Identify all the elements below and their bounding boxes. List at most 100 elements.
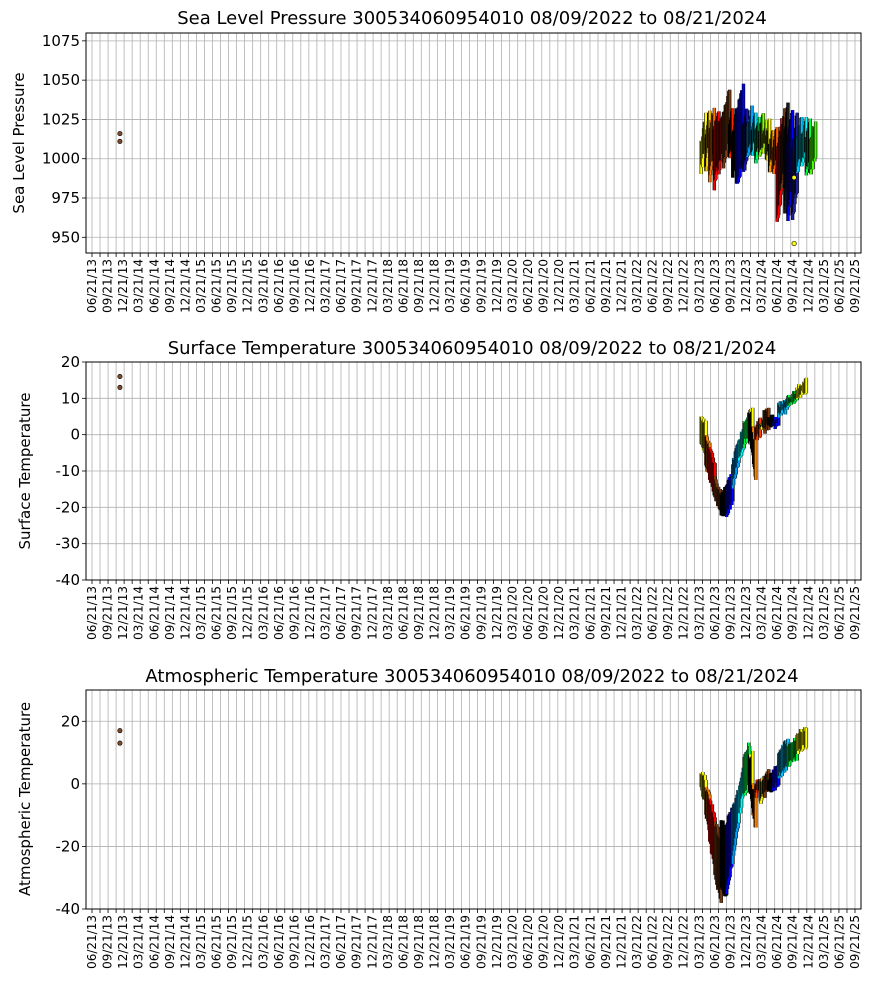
data-series: [750, 426, 758, 480]
data-point: [791, 241, 797, 247]
x-tick-label: 06/21/19: [459, 915, 473, 969]
x-tick-label: 09/21/21: [599, 259, 613, 313]
x-tick-label: 06/21/17: [334, 915, 348, 969]
y-tick-label: 0: [70, 775, 80, 793]
x-tick-label: 03/21/24: [755, 586, 769, 640]
x-tick-label: 03/21/20: [505, 259, 519, 313]
y-tick-label: 20: [61, 712, 80, 730]
x-tick-label: 03/21/20: [505, 586, 519, 640]
x-tick-label: 06/21/23: [708, 259, 722, 313]
x-tick-label: 03/21/21: [568, 915, 582, 969]
x-tick-label: 03/21/19: [443, 259, 457, 313]
x-tick-label: 09/21/25: [848, 259, 862, 313]
x-tick-label: 12/21/16: [303, 259, 317, 313]
y-tick-label: 950: [51, 228, 80, 246]
x-tick-label: 12/21/23: [739, 259, 753, 313]
x-tick-label: 09/21/20: [537, 915, 551, 969]
data-series: [724, 471, 735, 517]
x-tick-label: 12/21/17: [365, 586, 379, 640]
x-tick-label: 09/21/23: [723, 915, 737, 969]
x-tick-label: 06/21/15: [210, 259, 224, 313]
x-tick-label: 09/21/17: [350, 586, 364, 640]
x-tick-label: 12/21/16: [303, 586, 317, 640]
x-tick-label: 09/21/20: [537, 586, 551, 640]
x-tick-label: 12/21/24: [801, 259, 815, 313]
data-point: [117, 138, 123, 144]
x-tick-label: 12/21/21: [614, 586, 628, 640]
x-tick-label: 06/21/24: [770, 586, 784, 640]
x-tick-label: 03/21/18: [381, 915, 395, 969]
x-tick-label: 09/21/18: [412, 586, 426, 640]
x-tick-label: 12/21/13: [116, 259, 130, 313]
x-tick-label: 03/21/23: [692, 586, 706, 640]
x-tick-label: 06/21/19: [459, 259, 473, 313]
surface-temperature-panel: Surface Temperature 300534060954010 08/0…: [16, 338, 862, 640]
x-tick-label: 06/21/25: [832, 259, 846, 313]
x-tick-label: 09/21/19: [474, 586, 488, 640]
x-tick-label: 12/21/13: [116, 586, 130, 640]
x-tick-label: 06/21/14: [147, 259, 161, 313]
x-tick-label: 03/21/21: [568, 586, 582, 640]
x-tick-label: 03/21/22: [630, 915, 644, 969]
x-tick-label: 12/21/24: [801, 915, 815, 969]
x-tick-label: 03/21/22: [630, 259, 644, 313]
y-tick-label: 10: [61, 389, 80, 407]
data-layer: [117, 727, 809, 903]
x-tick-label: 12/21/20: [552, 915, 566, 969]
x-tick-label: 03/21/23: [692, 915, 706, 969]
x-tick-label: 06/21/17: [334, 586, 348, 640]
grid-layer: [82, 33, 861, 257]
data-series: [795, 377, 809, 399]
x-tick-label: 12/21/24: [801, 586, 815, 640]
x-tick-label: 09/21/19: [474, 259, 488, 313]
x-tick-label: 12/21/23: [739, 915, 753, 969]
x-tick-label: 12/21/21: [614, 915, 628, 969]
y-axis-label: Sea Level Pressure: [10, 72, 28, 213]
chart-title: Surface Temperature 300534060954010 08/0…: [168, 338, 777, 359]
x-tick-label: 12/21/17: [365, 259, 379, 313]
x-tick-label: 12/21/18: [428, 915, 442, 969]
x-tick-label: 03/21/18: [381, 586, 395, 640]
x-tick-label: 06/21/21: [583, 259, 597, 313]
x-tick-label: 03/21/14: [132, 586, 146, 640]
x-tick-label: 09/21/24: [786, 915, 800, 969]
x-tick-label: 09/21/24: [786, 259, 800, 313]
x-tick-label: 09/21/25: [848, 915, 862, 969]
x-tick-label: 06/21/17: [334, 259, 348, 313]
plot-frame: [85, 689, 862, 910]
data-series: [721, 89, 732, 169]
y-tick-labels: -40 -20 0 20: [56, 712, 81, 918]
x-tick-label: 09/21/13: [101, 915, 115, 969]
x-tick-label: 03/21/17: [319, 915, 333, 969]
x-tick-label: 12/21/17: [365, 915, 379, 969]
data-series: [808, 121, 818, 175]
x-tick-label: 06/21/13: [85, 915, 99, 969]
x-tick-label: 12/21/22: [677, 586, 691, 640]
x-tick-label: 12/21/18: [428, 586, 442, 640]
x-tick-label: 03/21/16: [256, 915, 270, 969]
x-tick-label: 06/21/20: [521, 586, 535, 640]
x-tick-label: 09/21/21: [599, 586, 613, 640]
x-tick-label: 06/21/23: [708, 915, 722, 969]
x-tick-label: 06/21/15: [210, 586, 224, 640]
x-tick-label: 03/21/14: [132, 259, 146, 313]
y-tick-label: -40: [56, 900, 81, 918]
x-tick-label: 06/21/16: [272, 259, 286, 313]
x-tick-label: 06/21/25: [832, 586, 846, 640]
data-layer: [117, 374, 809, 517]
data-series: [795, 727, 809, 755]
x-tick-label: 06/21/20: [521, 259, 535, 313]
x-tick-label: 06/21/15: [210, 915, 224, 969]
x-tick-label: 12/21/21: [614, 259, 628, 313]
x-tick-labels: 06/21/13 09/21/13 12/21/13 03/21/14 06/21/14…: [85, 259, 862, 313]
atmospheric-temperature-panel: Atmospheric Temperature 300534060954010 …: [16, 666, 862, 969]
y-tick-label: 1075: [42, 32, 80, 50]
y-tick-label: 20: [61, 353, 80, 371]
chart-title: Atmospheric Temperature 300534060954010 …: [145, 666, 798, 687]
x-tick-label: 03/21/24: [755, 259, 769, 313]
x-tick-label: 09/21/16: [287, 586, 301, 640]
y-tick-labels: 950 975 1000 1025 1050 1075: [42, 32, 80, 246]
x-tick-label: 09/21/22: [661, 915, 675, 969]
x-tick-label: 03/21/25: [817, 915, 831, 969]
x-tick-label: 12/21/18: [428, 259, 442, 313]
